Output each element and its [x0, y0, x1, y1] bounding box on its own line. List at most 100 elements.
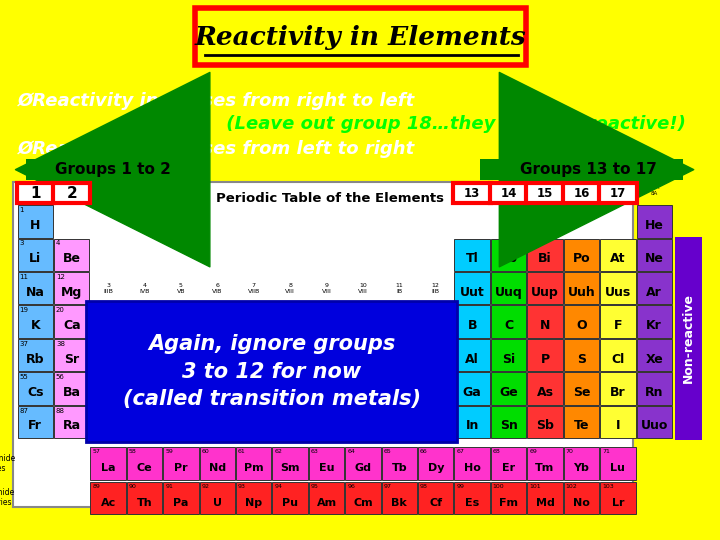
FancyBboxPatch shape [454, 239, 490, 271]
FancyBboxPatch shape [17, 406, 53, 438]
Text: 90: 90 [129, 483, 137, 489]
Text: 87: 87 [19, 408, 29, 414]
FancyBboxPatch shape [491, 272, 526, 305]
Text: 56: 56 [56, 374, 65, 380]
Text: 103: 103 [602, 483, 614, 489]
Text: Al: Al [465, 353, 479, 366]
FancyBboxPatch shape [527, 482, 563, 514]
Text: Ga: Ga [463, 386, 482, 399]
FancyBboxPatch shape [127, 339, 162, 372]
FancyBboxPatch shape [636, 406, 672, 438]
Text: 3
IIIB: 3 IIIB [103, 283, 113, 294]
FancyBboxPatch shape [17, 184, 54, 203]
Text: Uus: Uus [605, 286, 631, 299]
FancyBboxPatch shape [199, 406, 235, 438]
FancyBboxPatch shape [382, 447, 417, 480]
Text: S: S [577, 353, 586, 366]
FancyBboxPatch shape [563, 184, 600, 203]
FancyBboxPatch shape [491, 239, 526, 271]
Text: H: H [30, 219, 40, 232]
Text: Reactivity in Elements: Reactivity in Elements [194, 25, 526, 50]
FancyBboxPatch shape [564, 447, 599, 480]
FancyBboxPatch shape [636, 306, 672, 338]
FancyBboxPatch shape [127, 482, 162, 514]
Text: Nd: Nd [209, 463, 226, 473]
FancyBboxPatch shape [491, 339, 526, 372]
FancyBboxPatch shape [382, 373, 417, 405]
Text: 55: 55 [19, 374, 28, 380]
FancyBboxPatch shape [491, 482, 526, 514]
FancyBboxPatch shape [491, 406, 526, 438]
FancyBboxPatch shape [91, 339, 126, 372]
FancyBboxPatch shape [91, 447, 126, 480]
Text: 63: 63 [311, 449, 319, 454]
FancyBboxPatch shape [309, 447, 344, 480]
Text: Np: Np [246, 498, 262, 508]
Text: Ce: Ce [137, 463, 153, 473]
Text: Rn: Rn [645, 386, 663, 399]
Text: Th: Th [137, 498, 153, 508]
FancyBboxPatch shape [17, 306, 53, 338]
FancyBboxPatch shape [527, 406, 563, 438]
FancyBboxPatch shape [309, 482, 344, 514]
Text: Ca: Ca [63, 319, 81, 332]
FancyBboxPatch shape [54, 339, 89, 372]
Text: 2: 2 [66, 186, 77, 201]
Text: 1: 1 [30, 186, 40, 201]
Text: Si: Si [502, 353, 515, 366]
FancyBboxPatch shape [17, 205, 53, 238]
FancyBboxPatch shape [346, 339, 381, 372]
FancyBboxPatch shape [418, 406, 454, 438]
Text: 64: 64 [347, 449, 355, 454]
FancyBboxPatch shape [382, 306, 417, 338]
Text: Uut: Uut [460, 286, 485, 299]
FancyBboxPatch shape [527, 239, 563, 271]
FancyBboxPatch shape [236, 306, 271, 338]
Text: Lanthanide
Series: Lanthanide Series [0, 454, 16, 473]
Text: Bi: Bi [538, 252, 552, 265]
FancyBboxPatch shape [309, 339, 344, 372]
Text: 13: 13 [464, 187, 480, 200]
Text: 71: 71 [602, 449, 610, 454]
Text: 59: 59 [165, 449, 173, 454]
Text: I: I [616, 420, 620, 433]
FancyBboxPatch shape [491, 373, 526, 405]
FancyBboxPatch shape [564, 373, 599, 405]
FancyBboxPatch shape [272, 406, 308, 438]
FancyBboxPatch shape [382, 406, 417, 438]
FancyBboxPatch shape [636, 239, 672, 271]
Text: Lu: Lu [611, 463, 625, 473]
Text: Ac: Ac [101, 498, 116, 508]
Text: Pb: Pb [500, 252, 518, 265]
Text: U: U [213, 498, 222, 508]
FancyBboxPatch shape [236, 406, 271, 438]
Text: 66: 66 [420, 449, 428, 454]
Text: Ge: Ge [499, 386, 518, 399]
FancyBboxPatch shape [636, 373, 672, 405]
FancyBboxPatch shape [564, 239, 599, 271]
FancyBboxPatch shape [600, 406, 636, 438]
Text: Sb: Sb [536, 420, 554, 433]
Text: Dy: Dy [428, 463, 444, 473]
FancyBboxPatch shape [600, 272, 636, 305]
FancyBboxPatch shape [199, 482, 235, 514]
Text: Pu: Pu [282, 498, 298, 508]
Text: 61: 61 [238, 449, 246, 454]
Text: Eu: Eu [319, 463, 334, 473]
FancyBboxPatch shape [418, 306, 454, 338]
FancyBboxPatch shape [480, 159, 683, 180]
Text: 4
IVB: 4 IVB [139, 283, 150, 294]
FancyBboxPatch shape [600, 239, 636, 271]
FancyBboxPatch shape [454, 184, 491, 203]
Text: Ne: Ne [645, 252, 664, 265]
Text: Uuo: Uuo [641, 420, 668, 433]
Text: 62: 62 [274, 449, 282, 454]
FancyBboxPatch shape [564, 406, 599, 438]
FancyBboxPatch shape [600, 482, 636, 514]
FancyBboxPatch shape [86, 301, 457, 442]
Text: 92: 92 [202, 483, 210, 489]
Text: 88: 88 [56, 408, 65, 414]
FancyBboxPatch shape [490, 184, 527, 203]
FancyBboxPatch shape [27, 159, 202, 180]
Text: Cf: Cf [429, 498, 442, 508]
